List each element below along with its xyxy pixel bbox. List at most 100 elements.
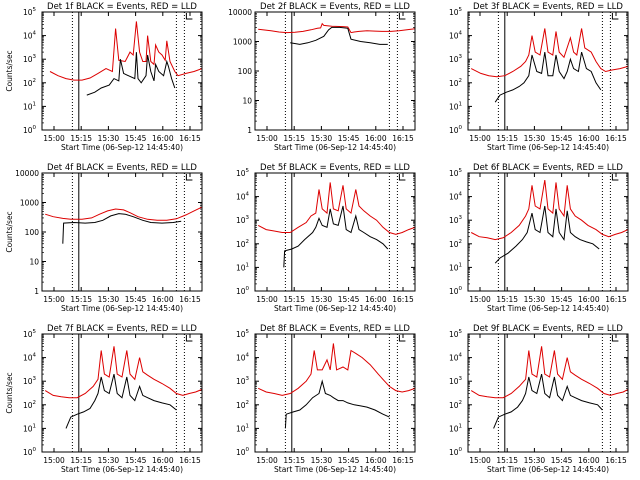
x-tick-label: 15:00 [469, 295, 491, 304]
x-tick-label: 15:30 [524, 134, 546, 143]
y-tick-label: 1000 [233, 38, 252, 47]
y-axis-label: Counts/sec [5, 50, 14, 91]
y-tick-label: 100 [25, 228, 40, 237]
plot-frame [467, 333, 629, 453]
y-tick-label: 101 [236, 423, 249, 433]
marker-glyph [398, 13, 406, 20]
lld-series-line [470, 346, 628, 399]
x-tick-label: 15:45 [125, 295, 147, 304]
x-tick-label: 15:15 [283, 134, 305, 143]
y-tick-label: 10 [242, 97, 252, 106]
detector-plot: Det 4f BLACK = Events, RED = LLD 1 10 100 10… [5, 163, 203, 313]
y-tick-label: 105 [236, 168, 250, 178]
events-series-line [494, 51, 602, 103]
plot-title: Det 1f BLACK = Events, RED = LLD [47, 2, 197, 12]
x-axis-label: Start Time (06-Sep-12 14:45:40) [61, 465, 183, 474]
y-tick-label: 104 [236, 353, 250, 363]
y-tick-label: 102 [449, 78, 462, 88]
plot-title: Det 9f BLACK = Events, RED = LLD [473, 324, 623, 334]
plot-frame [467, 11, 629, 131]
y-tick-label: 105 [449, 329, 463, 339]
x-tick-label: 15:00 [43, 134, 65, 143]
y-tick-label: 100 [449, 125, 463, 135]
x-tick-label: 16:15 [392, 134, 414, 143]
x-tick-label: 16:15 [179, 134, 201, 143]
marker-glyph [398, 174, 406, 181]
y-tick-label: 105 [236, 329, 250, 339]
y-tick-label: 103 [449, 54, 463, 64]
y-tick-label: 104 [23, 31, 37, 41]
events-series-line [284, 379, 390, 429]
plot-title: Det 6f BLACK = Events, RED = LLD [473, 163, 623, 173]
plot-title: Det 8f BLACK = Events, RED = LLD [260, 324, 410, 334]
y-tick-label: 105 [23, 7, 37, 17]
events-series-line [86, 52, 176, 96]
x-tick-label: 16:00 [152, 134, 174, 143]
x-tick-label: 16:00 [578, 134, 600, 143]
x-tick-label: 15:45 [551, 295, 573, 304]
y-tick-label: 105 [449, 7, 463, 17]
y-tick-label: 105 [23, 329, 37, 339]
y-tick-label: 101 [449, 101, 462, 111]
x-tick-label: 15:00 [469, 456, 491, 465]
x-tick-label: 16:15 [179, 456, 201, 465]
x-tick-label: 15:00 [43, 295, 65, 304]
y-tick-label: 104 [449, 31, 463, 41]
x-tick-label: 15:15 [496, 456, 518, 465]
marker-glyph [611, 174, 619, 181]
marker-glyph [185, 13, 193, 20]
y-tick-label: 100 [23, 447, 37, 457]
plot-frame [41, 11, 203, 131]
x-tick-label: 15:45 [338, 134, 360, 143]
y-tick-label: 102 [23, 78, 36, 88]
y-tick-label: 103 [236, 376, 250, 386]
marker-glyph [611, 13, 619, 20]
y-tick-label: 102 [236, 239, 249, 249]
y-tick-label: 104 [449, 353, 463, 363]
detector-plot: Det 1f BLACK = Events, RED = LLD 100 101 10… [5, 2, 203, 152]
x-tick-label: 15:45 [338, 295, 360, 304]
plot-frame [41, 172, 203, 292]
detector-plot: Det 3f BLACK = Events, RED = LLD 100 101 10… [449, 2, 629, 152]
y-tick-label: 100 [449, 286, 463, 296]
plot-frame [467, 172, 629, 292]
lld-series-line [470, 180, 628, 241]
y-tick-label: 101 [23, 423, 36, 433]
y-tick-label: 101 [236, 262, 249, 272]
y-tick-label: 102 [449, 400, 462, 410]
x-axis-label: Start Time (06-Sep-12 14:45:40) [487, 143, 609, 152]
x-tick-label: 15:30 [311, 134, 333, 143]
y-tick-label: 103 [236, 215, 250, 225]
x-tick-label: 15:15 [496, 295, 518, 304]
x-tick-label: 15:45 [125, 456, 147, 465]
detector-plot: Det 2f BLACK = Events, RED = LLD 1 10 100 10… [228, 2, 416, 152]
x-axis-label: Start Time (06-Sep-12 14:45:40) [274, 465, 396, 474]
x-tick-label: 15:45 [551, 456, 573, 465]
y-tick-label: 1 [34, 287, 39, 296]
x-tick-label: 15:00 [256, 456, 278, 465]
x-axis-label: Start Time (06-Sep-12 14:45:40) [487, 304, 609, 313]
x-tick-label: 16:15 [605, 295, 627, 304]
x-tick-label: 16:00 [152, 295, 174, 304]
y-tick-label: 100 [236, 286, 250, 296]
lld-series-line [258, 22, 415, 34]
detector-plot: Det 5f BLACK = Events, RED = LLD 100 101 10… [236, 163, 416, 313]
x-tick-label: 16:15 [605, 456, 627, 465]
marker-glyph [611, 335, 619, 342]
plot-title: Det 5f BLACK = Events, RED = LLD [260, 163, 410, 173]
lld-series-line [257, 182, 415, 235]
x-tick-label: 15:00 [256, 134, 278, 143]
x-axis-label: Start Time (06-Sep-12 14:45:40) [61, 304, 183, 313]
plot-title: Det 7f BLACK = Events, RED = LLD [47, 324, 197, 334]
y-tick-label: 103 [23, 54, 37, 64]
x-axis-label: Start Time (06-Sep-12 14:45:40) [61, 143, 183, 152]
x-tick-label: 16:15 [605, 134, 627, 143]
y-tick-label: 104 [23, 353, 37, 363]
y-tick-label: 101 [449, 423, 462, 433]
x-tick-label: 16:00 [578, 456, 600, 465]
y-tick-label: 102 [449, 239, 462, 249]
detector-plot: Det 9f BLACK = Events, RED = LLD 100 101 10… [449, 324, 629, 474]
y-tick-label: 102 [236, 400, 249, 410]
x-tick-label: 16:00 [365, 456, 387, 465]
plot-frame [254, 172, 416, 292]
